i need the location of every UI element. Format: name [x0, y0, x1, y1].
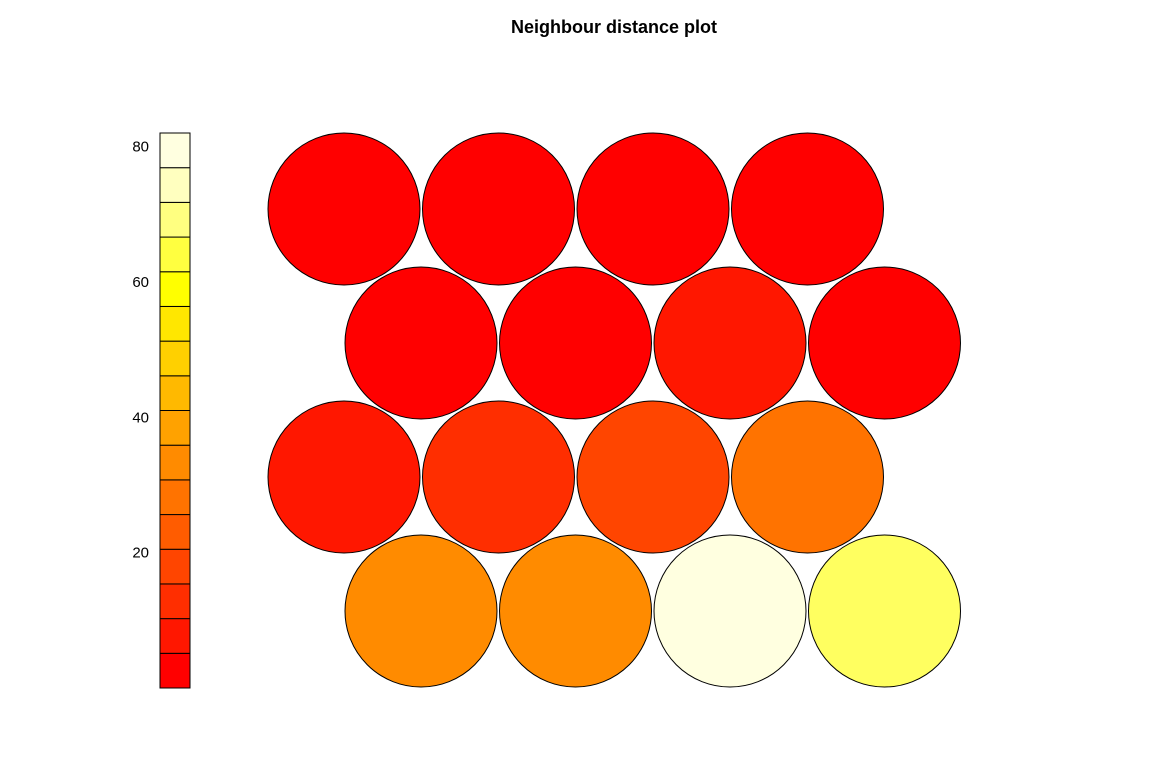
legend-bin — [159, 340, 191, 377]
som-unit-circle — [344, 266, 498, 420]
legend-tick-label: 80 — [132, 139, 149, 156]
som-unit-circle — [422, 400, 575, 554]
som-unit-circle — [576, 400, 730, 554]
legend-ticks: 20 40 60 80 — [132, 139, 149, 562]
color-key-legend — [159, 132, 191, 689]
legend-bin — [159, 132, 191, 169]
legend-tick-label: 60 — [132, 274, 149, 291]
legend-bin — [159, 479, 191, 516]
legend-bin — [159, 548, 191, 585]
som-unit-circle — [808, 534, 961, 688]
som-unit-circle — [499, 266, 652, 420]
som-units — [267, 132, 961, 688]
legend-bin — [159, 271, 191, 307]
legend-bin — [159, 444, 191, 481]
som-unit-circle — [267, 400, 421, 554]
legend-bin — [159, 410, 191, 446]
som-unit-circle — [653, 534, 807, 688]
som-unit-circle — [344, 534, 498, 688]
legend-bin — [159, 652, 191, 689]
legend-tick-label: 20 — [132, 545, 149, 562]
legend-bin — [159, 167, 191, 203]
som-unit-circle — [576, 132, 730, 286]
legend-bin — [159, 201, 191, 238]
legend-bin — [159, 514, 191, 550]
chart-title: Neighbour distance plot — [511, 17, 717, 37]
som-unit-circle — [653, 266, 807, 420]
legend-bin — [159, 375, 191, 411]
legend-bin — [159, 236, 191, 273]
som-unit-circle — [499, 534, 652, 688]
legend-bin — [159, 618, 191, 654]
som-unit-circle — [422, 132, 575, 286]
som-unit-circle — [731, 132, 884, 286]
legend-bin — [159, 583, 191, 620]
som-unit-circle — [731, 400, 884, 554]
legend-bin — [159, 305, 191, 342]
som-unit-circle — [808, 266, 961, 420]
som-unit-circle — [267, 132, 421, 286]
legend-tick-label: 40 — [132, 409, 149, 426]
